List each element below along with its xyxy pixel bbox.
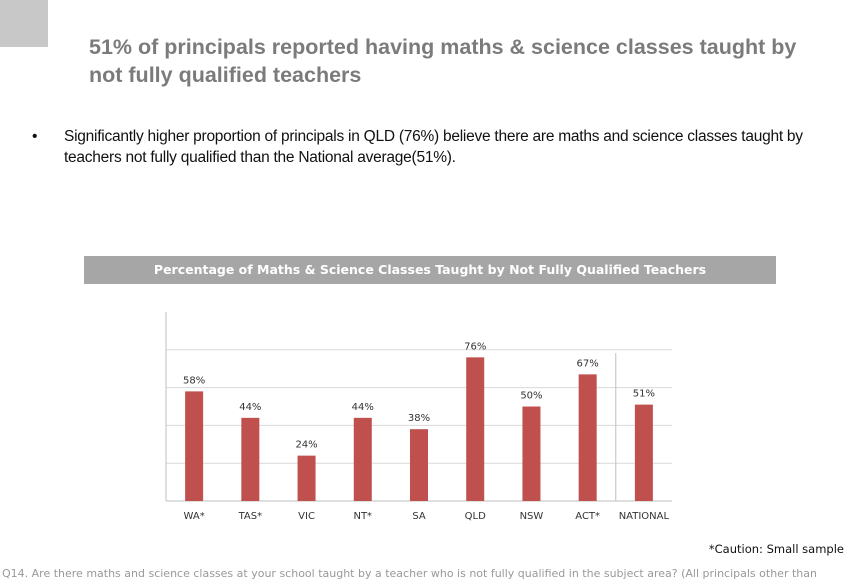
bar <box>466 357 485 501</box>
category-label: TAS* <box>238 511 263 522</box>
data-label: 44% <box>239 402 261 413</box>
data-label: 58% <box>183 375 205 386</box>
bar <box>353 417 372 501</box>
category-label: SA <box>412 511 426 522</box>
category-label: NSW <box>520 511 544 522</box>
bar <box>634 404 653 501</box>
data-label: 51% <box>633 389 655 400</box>
bar <box>185 391 204 501</box>
bullet-icon: • <box>32 128 38 145</box>
data-label: 76% <box>464 341 486 352</box>
data-label: 67% <box>577 358 599 369</box>
data-label: 50% <box>520 391 542 402</box>
caution-note: *Caution: Small sample <box>708 542 844 556</box>
bar <box>522 406 541 501</box>
corner-decoration <box>0 0 48 47</box>
category-label: NT* <box>353 511 372 522</box>
category-label: ACT* <box>575 511 600 522</box>
bar <box>578 374 597 501</box>
data-label: 44% <box>352 402 374 413</box>
category-label: QLD <box>465 511 486 522</box>
bullet-text: Significantly higher proportion of princ… <box>64 128 803 166</box>
bar <box>410 429 428 501</box>
category-label: NATIONAL <box>619 511 670 522</box>
data-label: 24% <box>295 440 317 451</box>
category-label: WA* <box>184 511 205 522</box>
slide-title: 51% of principals reported having maths … <box>89 35 797 87</box>
category-label: VIC <box>298 511 315 522</box>
question-footnote: Q14. Are there maths and science classes… <box>2 567 817 580</box>
bar <box>297 455 316 501</box>
data-label: 38% <box>408 413 430 424</box>
chart-title: Percentage of Maths & Science Classes Ta… <box>84 256 776 284</box>
bar <box>241 417 260 501</box>
